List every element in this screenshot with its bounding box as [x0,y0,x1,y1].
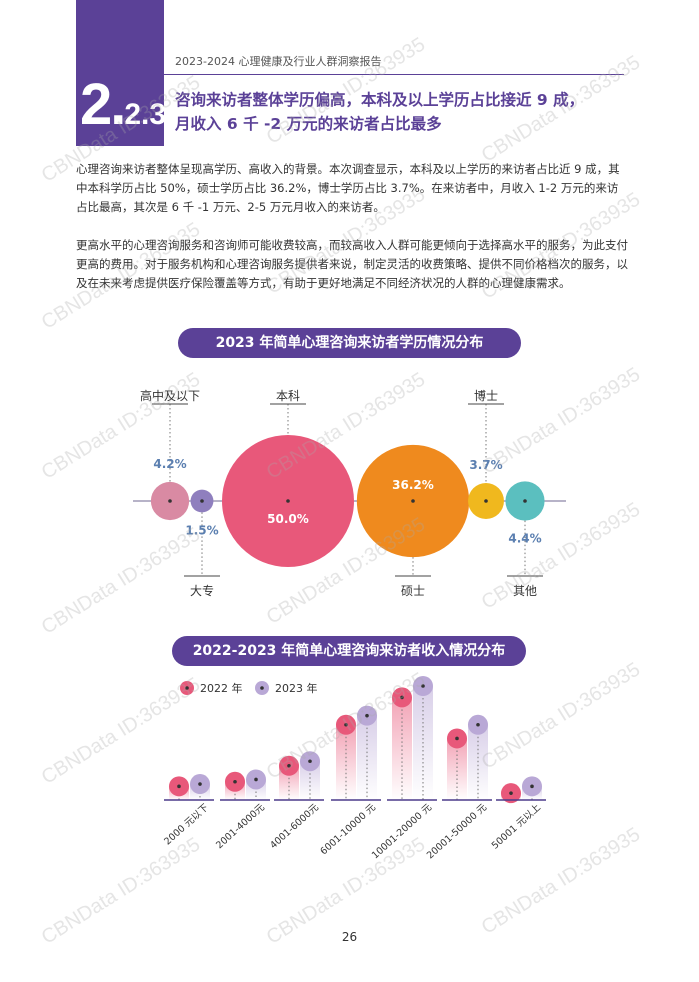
legend-marker-dot [260,686,264,690]
report-title: 2023-2024 心理健康及行业人群洞察报告 [175,55,382,68]
section-number-major: 2. [80,72,126,137]
education-chart-title: 2023 年简单心理咨询来访者学历情况分布 [178,328,521,358]
bubble-center-dot [168,499,172,503]
page-number: 26 [341,930,358,944]
bubble-value-label: 50.0% [267,512,309,526]
income-category-label: 4001-6000元 [268,802,321,852]
income-bar-head-dot [476,722,480,727]
income-category-label: 2001-4000元 [214,802,267,852]
income-bar-head-dot [287,764,291,768]
headline-line-1: 咨询来访者整体学历偏高，本科及以上学历占比接近 9 成， [175,91,585,109]
section-number: 2.2.3 [80,72,167,137]
paragraph-1: 心理咨询来访者整体呈现高学历、高收入的背景。本次调查显示，本科及以上学历的来访者… [76,162,620,214]
income-bar-head-dot [530,784,534,789]
bubble-center-dot [523,499,527,503]
bubble-value-label: 4.2% [153,457,186,471]
bubble-category-label: 其他 [513,584,537,598]
income-bar-head-dot [400,695,404,700]
bubble-category-label: 大专 [190,583,214,598]
bubble-value-label: 36.2% [392,478,434,492]
income-bar-head-dot [421,684,425,688]
bubble-category-label: 博士 [474,388,498,403]
income-category-label: 6001-10000 元 [318,802,378,858]
income-category-label: 2000 元以下 [162,802,211,847]
section-number-block [76,0,164,146]
income-bar [336,724,356,800]
income-bar [300,761,320,800]
income-bar-chart: 2022 年 2023 年 2000 元以下 2001-4000元 4001-6000元… [162,676,546,862]
paragraph-2: 更高水平的心理咨询服务和咨询师可能收费较高，而较高收入人群可能更倾向于选择高水平… [76,238,628,290]
income-category-label: 50001 元以上 [490,802,544,852]
bubble-category-label: 本科 [276,389,300,403]
section-headline: 咨询来访者整体学历偏高，本科及以上学历占比接近 9 成， 月收入 6 千 -2 … [175,88,645,136]
income-bar-head-dot [198,782,202,786]
income-bar-head-dot [344,722,348,727]
bubble-category-label: 高中及以下 [140,388,200,403]
income-bar-head-dot [233,779,237,784]
bubble-center-dot [484,499,488,503]
income-bar [357,715,377,800]
legend-marker-dot [185,686,189,690]
income-chart-title: 2022-2023 年简单心理咨询来访者收入情况分布 [172,636,526,666]
legend-label: 2023 年 [275,681,318,695]
bubble-center-dot [200,499,204,503]
bubble-category-label: 硕士 [401,584,425,598]
income-bar [447,738,467,800]
bubble-center-dot [286,499,290,503]
income-bar-head-dot [509,791,513,795]
income-bar-head-dot [177,784,181,789]
income-bar-head-dot [455,736,459,741]
bubble-value-label: 3.7% [469,458,502,472]
income-bar-head-dot [308,759,312,764]
header-divider [164,74,624,75]
section-number-minor: 2.3 [124,98,167,131]
income-bar-head-dot [365,713,369,718]
income-category-label: 20001-50000 元 [425,802,490,862]
headline-line-2: 月收入 6 千 -2 万元的来访者占比最多 [175,115,442,133]
bubble-value-label: 1.5% [185,523,218,537]
education-bubble-chart: 高中及以下 4.2% 大专 1.5% 本科 50.0% 硕士 36.2% 博士 3.7% 其他 4.4… [133,388,566,598]
bubble-center-dot [411,499,415,503]
income-bar [392,697,412,800]
income-bar [468,724,488,800]
bubble-value-label: 4.4% [508,532,541,546]
legend-label: 2022 年 [200,681,243,695]
income-bar-head-dot [254,777,258,782]
